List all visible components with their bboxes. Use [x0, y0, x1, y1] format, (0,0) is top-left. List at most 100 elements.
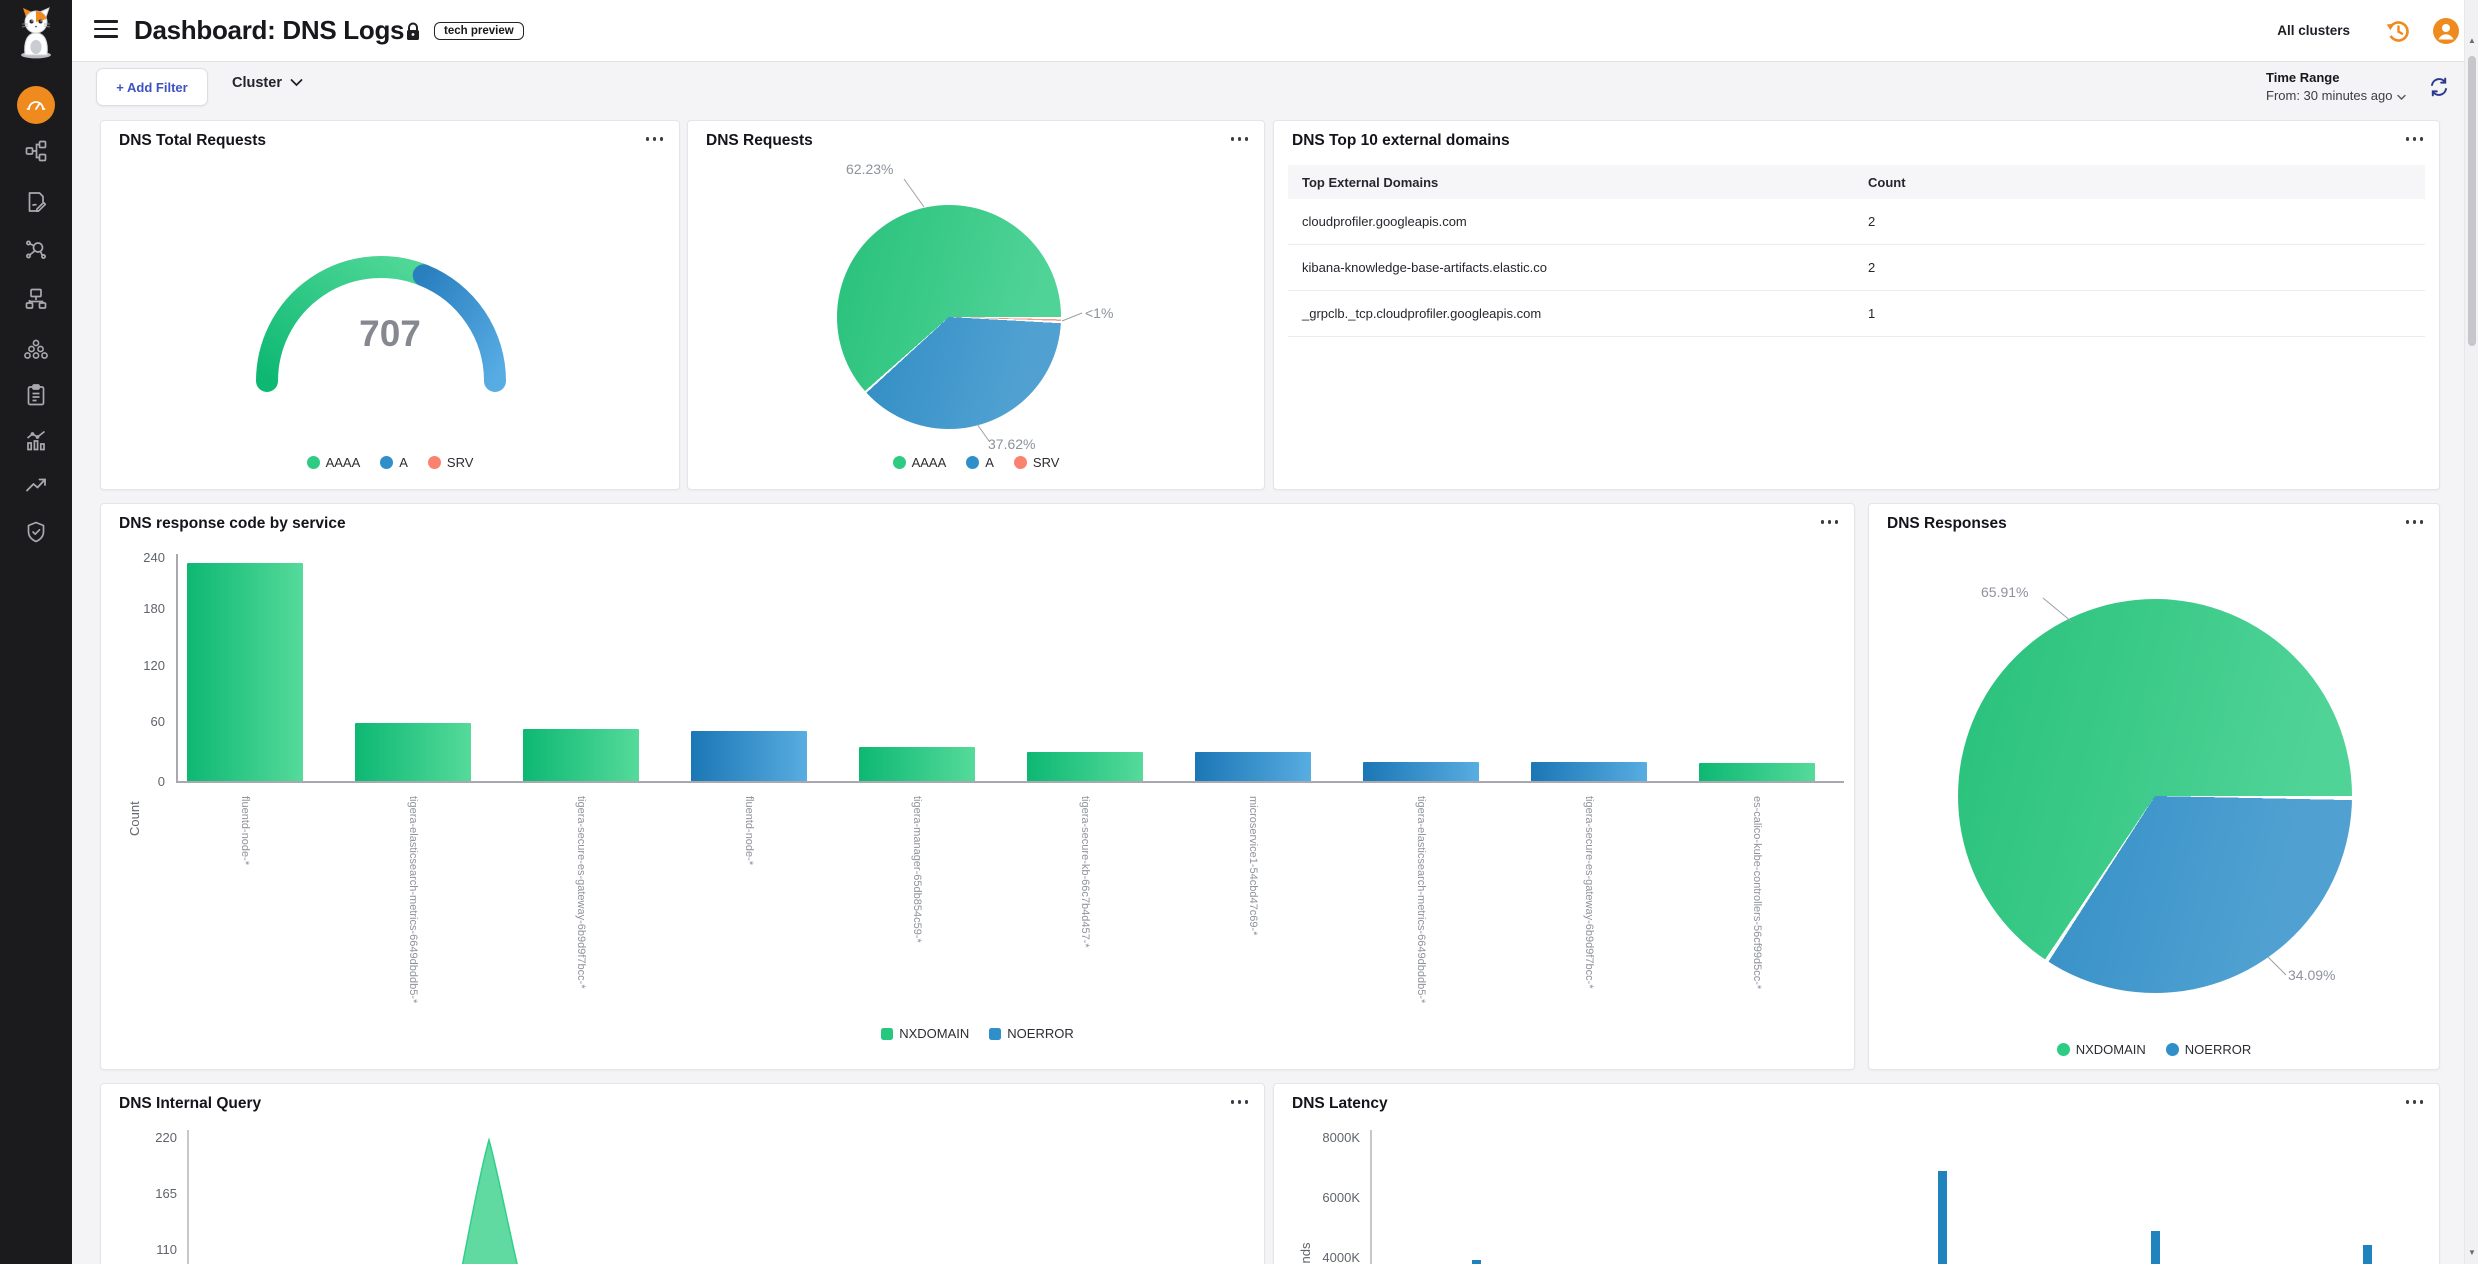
legend-marker	[427, 456, 441, 469]
legend-item[interactable]: AAAA	[892, 455, 946, 470]
legend-item[interactable]: NXDOMAIN	[2056, 1042, 2146, 1057]
legend-item[interactable]: NXDOMAIN	[881, 1026, 969, 1041]
sidebar-item-metrics[interactable]	[24, 428, 48, 452]
bar	[1195, 752, 1311, 782]
bar	[1938, 1171, 1947, 1264]
count-cell: 1	[1868, 306, 1876, 321]
y-axis-line	[1370, 1130, 1372, 1264]
user-menu-button[interactable]	[2432, 17, 2460, 45]
sidebar-item-clusters[interactable]	[24, 338, 48, 362]
bar	[1699, 763, 1815, 782]
panel-menu-button[interactable]	[2405, 520, 2423, 524]
scrollbar-thumb[interactable]	[2468, 56, 2476, 346]
legend-item[interactable]: SRV	[427, 455, 474, 470]
legend-item[interactable]: A	[380, 455, 408, 470]
panel-menu-button[interactable]	[645, 137, 663, 141]
clusters-icon	[24, 338, 48, 362]
sidebar-item-service-graph[interactable]	[24, 139, 48, 163]
legend-marker	[380, 456, 394, 469]
sidebar-item-network-topology[interactable]	[24, 287, 48, 311]
panel-title: DNS Requests	[706, 132, 813, 149]
cluster-dropdown[interactable]: Cluster	[232, 75, 303, 91]
gauge-value: 707	[359, 313, 421, 354]
legend-label: NOERROR	[2184, 1042, 2252, 1057]
panel-menu-button[interactable]	[2405, 1100, 2423, 1104]
column-header: Top External Domains	[1302, 174, 1439, 190]
legend-label: NXDOMAIN	[899, 1026, 970, 1041]
pie-label: <1%	[1085, 305, 1114, 321]
legend-label: A	[399, 455, 408, 470]
chevron-down-icon	[290, 75, 303, 91]
sidebar-item-compliance[interactable]	[24, 383, 48, 407]
legend-item[interactable]: AAAA	[306, 455, 360, 470]
legend-item[interactable]: NOERROR	[2165, 1042, 2252, 1057]
sidebar-item-dashboard[interactable]	[17, 86, 55, 124]
history-button[interactable]	[2384, 17, 2412, 45]
pie-chart	[837, 205, 1061, 429]
panel-dns-total-requests: DNS Total Requests 707 AAAA A SRV	[100, 120, 680, 490]
cluster-dropdown-label: Cluster	[232, 75, 282, 91]
bar-chart	[1274, 1084, 2439, 1264]
count-cell: 2	[1868, 214, 1876, 229]
legend-label: NOERROR	[1007, 1026, 1074, 1041]
axis-tick: 220	[155, 1129, 177, 1145]
panel-menu-button[interactable]	[1230, 137, 1248, 141]
table-row: kibana-knowledge-base-artifacts.elastic.…	[1288, 245, 2425, 291]
chart-legend: NXDOMAIN NOERROR	[1869, 1042, 2439, 1057]
threat-shield-icon	[24, 520, 48, 544]
legend-item[interactable]: SRV	[1013, 455, 1059, 470]
pie-label: 65.91%	[1981, 584, 2029, 600]
axis-tick: 4000K	[1322, 1249, 1360, 1264]
legend-marker	[306, 456, 320, 469]
bar-chart: fluentd-node-* tigera-elasticsearch-metri…	[101, 504, 1854, 1069]
legend-item[interactable]: NOERROR	[989, 1026, 1074, 1041]
refresh-button[interactable]	[2428, 76, 2450, 98]
sidebar-item-threat-defense[interactable]	[24, 520, 48, 544]
dashboard-gauge-icon	[25, 94, 47, 116]
panel-menu-button[interactable]	[1820, 520, 1838, 524]
sidebar-item-endpoints[interactable]	[24, 238, 48, 262]
axis-tick: 8000K	[1322, 1129, 1360, 1145]
axis-tick: 165	[155, 1185, 177, 1201]
gauge-chart	[256, 256, 506, 392]
legend-marker	[2056, 1043, 2070, 1056]
bar	[523, 729, 639, 782]
panel-title: DNS Total Requests	[119, 132, 266, 149]
bar	[691, 731, 807, 782]
panel-title: DNS Latency	[1292, 1095, 1388, 1112]
legend-marker	[1013, 456, 1027, 469]
panel-menu-button[interactable]	[2405, 137, 2423, 141]
sidebar-item-trends[interactable]	[24, 473, 48, 497]
axis-tick: 110	[156, 1241, 177, 1257]
cluster-scope-selector[interactable]: All clusters	[2277, 23, 2350, 38]
axis-tick: 240	[143, 549, 165, 565]
time-range-label: Time Range	[2266, 70, 2340, 85]
scrollbar-down-arrow[interactable]: ▼	[2468, 1248, 2476, 1257]
endpoints-icon	[24, 238, 48, 262]
legend-item[interactable]: A	[966, 455, 994, 470]
panel-title: DNS response code by service	[119, 515, 346, 532]
scrollbar-up-arrow[interactable]: ▲	[2468, 36, 2476, 45]
panel-dns-requests: DNS Requests 62.23% <1% 37.62% AAAA A SRV	[687, 120, 1265, 490]
legend-marker	[989, 1027, 1002, 1040]
y-axis-line	[187, 1130, 189, 1264]
add-filter-button[interactable]: + Add Filter	[96, 68, 208, 106]
column-header: Count	[1868, 174, 1906, 190]
bar	[355, 723, 471, 782]
legend-label: SRV	[446, 455, 474, 470]
bar	[2151, 1231, 2160, 1264]
sidebar-item-policies[interactable]	[24, 190, 48, 214]
hamburger-menu-button[interactable]	[94, 20, 118, 40]
panel-dns-internal-query: DNS Internal Query 220 165 110	[100, 1083, 1265, 1264]
legend-label: A	[985, 455, 994, 470]
compliance-clipboard-icon	[24, 383, 48, 407]
panel-menu-button[interactable]	[1230, 1100, 1248, 1104]
trends-icon	[24, 473, 48, 497]
bar	[859, 747, 975, 782]
y-axis-line	[176, 554, 178, 782]
service-graph-icon	[24, 139, 48, 163]
domain-cell: _grpclb._tcp.cloudprofiler.googleapis.co…	[1302, 306, 1542, 321]
time-range-selector[interactable]: Time Range From: 30 minutes ago	[2266, 70, 2407, 103]
y-axis-ticks: 8000K 6000K 4000K	[1274, 1084, 2439, 1264]
